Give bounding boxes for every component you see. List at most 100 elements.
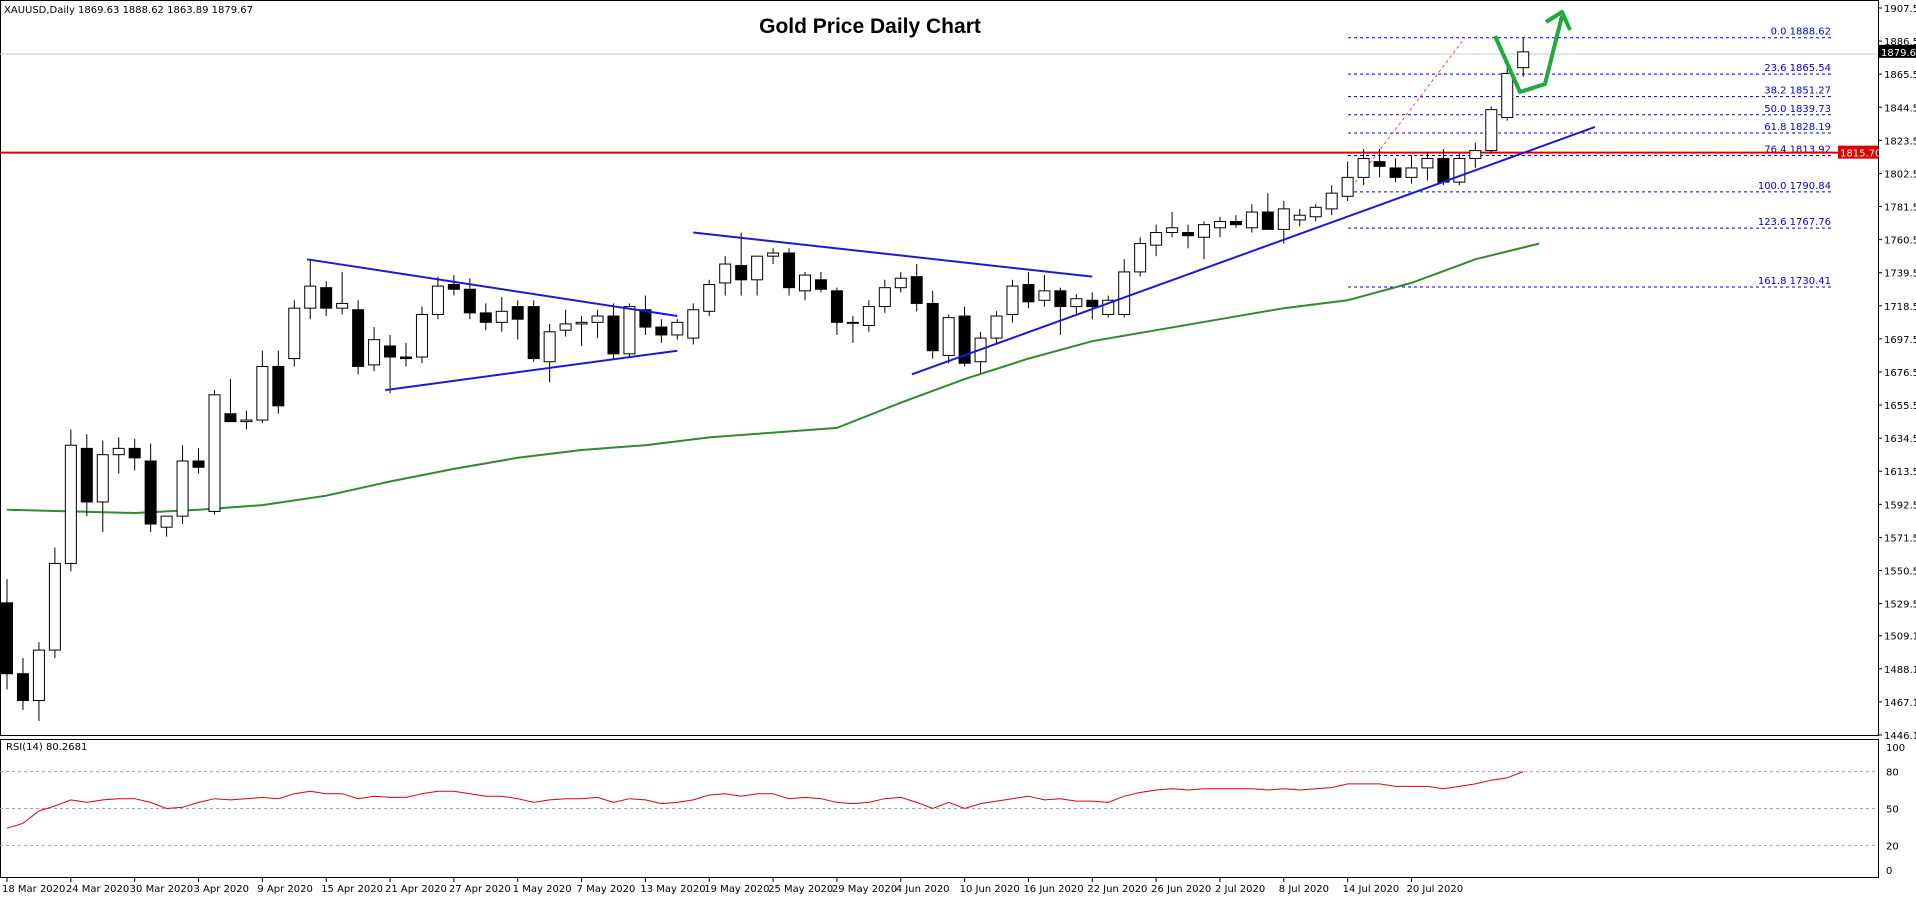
candle-body	[1038, 290, 1051, 301]
candle-body	[1469, 150, 1482, 159]
candle-body	[272, 365, 285, 407]
rsi-tick-label: 50	[1886, 805, 1899, 816]
price-tick-label: 1844.50	[1884, 103, 1916, 114]
candle-body	[719, 263, 732, 284]
trend-line-channel-top	[693, 231, 1093, 278]
candle-body	[1293, 214, 1306, 221]
price-tick-label: 1886.50	[1884, 37, 1916, 48]
time-tick-label: 26 Jun 2020	[1151, 884, 1211, 895]
candle-body	[1054, 290, 1067, 308]
candle-body	[1182, 232, 1195, 237]
candle-body	[1373, 161, 1386, 167]
candle-body	[687, 309, 700, 339]
fib-level-label: 123.6 1767.76	[1758, 217, 1831, 228]
time-tick-label: 14 Jul 2020	[1343, 884, 1400, 895]
candle-body	[1453, 157, 1466, 183]
candle-body	[256, 365, 269, 421]
candle-body	[144, 460, 157, 525]
time-tick-label: 16 Jun 2020	[1023, 884, 1083, 895]
candle-body	[1213, 220, 1226, 229]
candle-body	[240, 419, 253, 423]
candle-body	[32, 649, 45, 701]
candle-body	[431, 285, 444, 315]
price-tick-label: 1865.50	[1884, 70, 1916, 81]
candle-body	[336, 302, 349, 309]
candle-body	[368, 339, 381, 366]
chart-title: Gold Price Daily Chart	[759, 15, 981, 38]
candle-body	[1405, 167, 1418, 178]
price-tick-label: 1760.50	[1884, 236, 1916, 247]
price-tick-label: 1592.50	[1884, 500, 1916, 511]
time-tick-label: 10 Jun 2020	[960, 884, 1020, 895]
resistance-price-label: 1815.70	[1840, 149, 1881, 160]
time-tick-label: 27 Apr 2020	[449, 884, 511, 895]
candle-body	[1245, 211, 1258, 229]
candle-body	[48, 562, 61, 651]
candle-body	[176, 460, 189, 517]
candle-body	[1118, 271, 1131, 315]
candle-body	[447, 284, 460, 290]
candle-body	[575, 321, 588, 325]
price-tick-label: 1697.50	[1884, 335, 1916, 346]
price-tick-label: 1655.50	[1884, 401, 1916, 412]
price-tick-label: 1550.50	[1884, 567, 1916, 578]
candle-body	[1277, 208, 1290, 230]
moving-average-line	[6, 242, 1540, 515]
candle-body	[1357, 157, 1370, 178]
candle-body	[304, 285, 317, 309]
forecast-arrow-head	[1544, 10, 1572, 31]
candle-body	[799, 274, 811, 292]
candle-body	[1022, 284, 1035, 303]
candle-body	[607, 315, 620, 355]
candle-body	[894, 277, 907, 289]
trend-line-rising-support	[911, 126, 1596, 376]
candle-body	[112, 447, 125, 456]
candle-body	[511, 306, 524, 320]
current-price-label: 1879.67	[1881, 48, 1916, 59]
fib-level-label: 0.0 1888.62	[1771, 27, 1831, 38]
candle-body	[320, 287, 333, 309]
candle-body	[1, 602, 13, 675]
candle-body	[1070, 298, 1083, 308]
fib-level-label: 61.8 1828.19	[1764, 122, 1831, 133]
price-tick-label: 1739.50	[1884, 269, 1916, 280]
fib-level-label: 38.2 1851.27	[1764, 86, 1831, 97]
candle-body	[1166, 227, 1179, 234]
candle-body	[846, 321, 859, 324]
candle-body	[910, 276, 923, 304]
candle-body	[990, 315, 1003, 339]
candle-body	[192, 460, 205, 468]
candle-body	[527, 306, 540, 360]
rsi-tick-label: 100	[1886, 743, 1905, 754]
resistance-price-box	[1838, 145, 1878, 159]
price-tick-label: 1676.50	[1884, 368, 1916, 379]
fib-level-label: 76.4 1813.92	[1764, 144, 1831, 155]
fib-level-label: 100.0 1790.84	[1758, 181, 1831, 192]
rsi-tick-label: 0	[1886, 866, 1892, 877]
time-tick-label: 30 Mar 2020	[130, 884, 193, 895]
price-tick-label: 1718.50	[1884, 302, 1916, 313]
symbol-info: XAUUSD,Daily 1869.63 1888.62 1863.89 187…	[4, 5, 253, 16]
time-tick-label: 22 Jun 2020	[1087, 884, 1147, 895]
price-tick-label: 1529.50	[1884, 600, 1916, 611]
forecast-arrow	[1493, 15, 1564, 94]
time-tick-label: 18 Mar 2020	[2, 884, 65, 895]
time-tick-label: 3 Apr 2020	[194, 884, 249, 895]
candle-body	[639, 309, 652, 328]
time-tick-label: 1 May 2020	[513, 884, 572, 895]
candle-body	[1198, 224, 1210, 238]
candle-body	[1150, 232, 1163, 246]
candle-body	[1341, 176, 1354, 197]
price-tick-label: 1634.50	[1884, 434, 1916, 445]
candle-body	[751, 255, 764, 281]
time-tick-label: 15 Apr 2020	[321, 884, 383, 895]
candle-body	[80, 447, 93, 503]
candle-body	[1501, 72, 1514, 119]
candle-body	[384, 345, 397, 358]
candle-body	[495, 310, 508, 323]
fib-level-label: 23.6 1865.54	[1764, 63, 1831, 74]
price-tick-label: 1571.50	[1884, 533, 1916, 544]
candle-body	[64, 444, 77, 564]
candle-body	[224, 413, 237, 423]
candle-body	[783, 252, 796, 289]
